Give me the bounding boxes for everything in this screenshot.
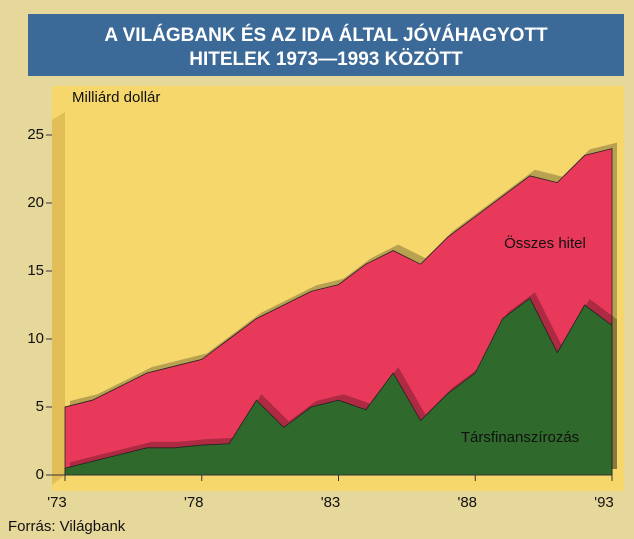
side-wall	[52, 112, 65, 485]
x-tick-label: '93	[594, 494, 614, 511]
x-tick-label: '88	[457, 494, 477, 511]
series-label: Társfinanszírozás	[461, 429, 579, 446]
x-tick-label: '73	[47, 494, 67, 511]
title-banner	[28, 14, 624, 76]
y-tick-label: 5	[36, 398, 44, 415]
chart-subtitle: HITELEK 1973—1993 KÖZÖTT	[189, 49, 463, 70]
y-tick-label: 0	[36, 466, 44, 483]
area	[64, 297, 613, 476]
source: Forrás: Világbank	[8, 518, 126, 535]
y-tick-label: 15	[27, 262, 44, 279]
y-tick-label: 25	[27, 126, 44, 143]
x-tick-label: '83	[321, 494, 341, 511]
chart-title: A VILÁGBANK ÉS AZ IDA ÁLTAL JÓVÁHAGYOTT	[104, 24, 548, 46]
y-tick-label: 10	[27, 330, 44, 347]
y-tick-label: 20	[27, 194, 44, 211]
y-axis-label: Milliárd dollár	[72, 89, 160, 106]
x-tick-label: '78	[184, 494, 204, 511]
series-label: Összes hitel	[504, 234, 586, 252]
